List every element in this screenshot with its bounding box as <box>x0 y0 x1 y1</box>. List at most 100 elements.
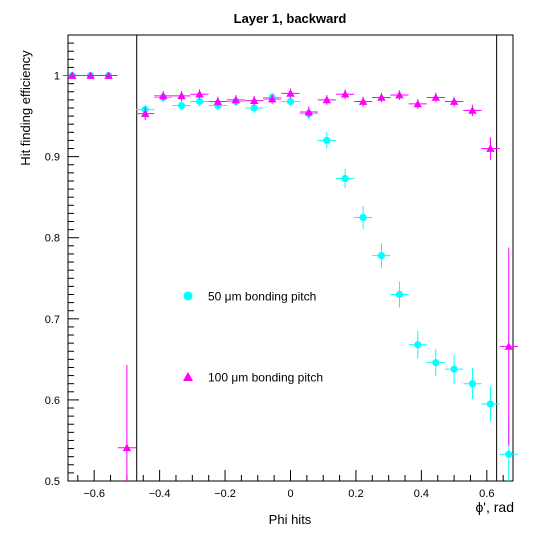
point-marker-circle <box>468 380 477 388</box>
point-marker-triangle <box>377 93 386 101</box>
data-point <box>426 92 445 103</box>
data-point <box>317 132 336 149</box>
data-point <box>336 168 355 189</box>
point-marker-circle <box>341 174 349 183</box>
point-marker-circle <box>286 97 295 106</box>
point-marker-triangle <box>249 96 259 105</box>
data-point <box>481 386 500 422</box>
point-marker-triangle <box>504 342 513 350</box>
point-marker-circle <box>195 97 204 106</box>
point-marker-triangle <box>122 443 132 452</box>
point-marker-triangle <box>267 94 277 103</box>
point-marker-triangle <box>68 71 77 79</box>
point-marker-triangle <box>141 109 150 118</box>
point-marker-triangle <box>395 90 404 99</box>
y-axis-label: Hit finding efficiency <box>18 50 33 166</box>
data-point <box>372 92 391 103</box>
y-tick-label: 0.8 <box>45 233 60 245</box>
y-tick-label: 1 <box>54 71 60 83</box>
data-point <box>481 137 500 160</box>
data-point <box>245 95 264 106</box>
x-tick-label: 0.2 <box>348 488 363 500</box>
point-marker-triangle <box>413 99 422 108</box>
data-point <box>463 368 482 400</box>
data-point <box>226 95 245 105</box>
y-tick-label: 0.5 <box>45 476 60 488</box>
x-tick-label: −0.4 <box>149 488 171 500</box>
data-marks <box>63 71 518 481</box>
point-marker-triangle <box>322 95 332 104</box>
data-point <box>299 106 318 118</box>
data-point <box>281 88 300 99</box>
point-marker-triangle <box>431 93 440 101</box>
point-marker-circle <box>486 400 495 408</box>
data-point <box>190 89 209 100</box>
y-tick-label: 0.6 <box>45 395 60 407</box>
data-point <box>445 354 464 384</box>
point-marker-circle <box>432 359 440 367</box>
data-point <box>408 99 427 109</box>
point-marker-triangle <box>286 89 295 97</box>
data-point <box>136 107 155 121</box>
data-point <box>154 90 173 101</box>
point-marker-circle <box>450 365 458 373</box>
data-point <box>408 330 427 359</box>
data-point <box>208 96 227 107</box>
x-tick-label: 0.4 <box>414 488 429 500</box>
chart-title: Layer 1, backward <box>234 11 347 26</box>
data-point <box>263 94 282 104</box>
x-tick-label: −0.6 <box>83 488 105 500</box>
point-marker-triangle <box>195 89 204 98</box>
data-point <box>99 71 118 79</box>
x-tick-label: −0.2 <box>214 488 236 500</box>
point-marker-triangle <box>104 71 113 79</box>
data-point <box>390 281 409 308</box>
legend-marker-circle <box>183 291 193 301</box>
y-tick-label: 0.7 <box>45 314 60 326</box>
point-marker-circle <box>395 290 404 299</box>
point-marker-circle <box>359 213 367 222</box>
point-marker-circle <box>377 251 386 260</box>
data-point <box>172 100 191 111</box>
x-tick-label: 0.6 <box>479 488 494 500</box>
point-marker-triangle <box>177 91 186 100</box>
data-point <box>190 96 209 107</box>
data-point <box>117 365 136 481</box>
data-point <box>317 95 336 105</box>
point-marker-triangle <box>358 97 368 105</box>
point-marker-triangle <box>304 107 314 116</box>
data-point <box>281 96 300 107</box>
axes-group: −0.6 −0.4 −0.2 0 0.2 0.4 0.6 0.5 0.6 0.7 0.8 0.9 1 <box>45 34 504 500</box>
legend-label: 50 μm bonding pitch <box>208 290 316 304</box>
data-point <box>445 96 464 107</box>
data-point <box>336 89 355 100</box>
point-marker-triangle <box>86 71 95 79</box>
data-point <box>63 71 82 79</box>
legend-label: 100 μm bonding pitch <box>208 371 323 385</box>
legend: 50 μm bonding pitch 100 μm bonding pitch <box>183 290 323 385</box>
data-point <box>172 90 191 101</box>
point-marker-triangle <box>213 97 223 105</box>
point-marker-triangle <box>449 97 459 105</box>
data-point <box>81 71 100 79</box>
point-marker-triangle <box>340 89 350 98</box>
point-marker-circle <box>177 101 186 110</box>
data-point <box>463 104 482 117</box>
legend-marker-triangle <box>183 372 193 381</box>
point-marker-triangle <box>468 106 477 114</box>
data-point <box>390 90 409 100</box>
point-marker-triangle <box>231 95 241 104</box>
y-tick-label: 0.9 <box>45 152 60 164</box>
data-point <box>372 243 391 268</box>
point-marker-circle <box>505 450 513 458</box>
x-tick-label: 0 <box>287 488 293 500</box>
x-axis-label: Phi hits <box>269 512 312 527</box>
point-marker-circle <box>323 136 331 145</box>
point-marker-triangle <box>486 144 495 152</box>
point-marker-circle <box>250 104 258 112</box>
data-point <box>354 96 373 107</box>
data-point <box>499 247 518 446</box>
point-marker-circle <box>414 341 422 349</box>
data-point <box>426 348 445 377</box>
